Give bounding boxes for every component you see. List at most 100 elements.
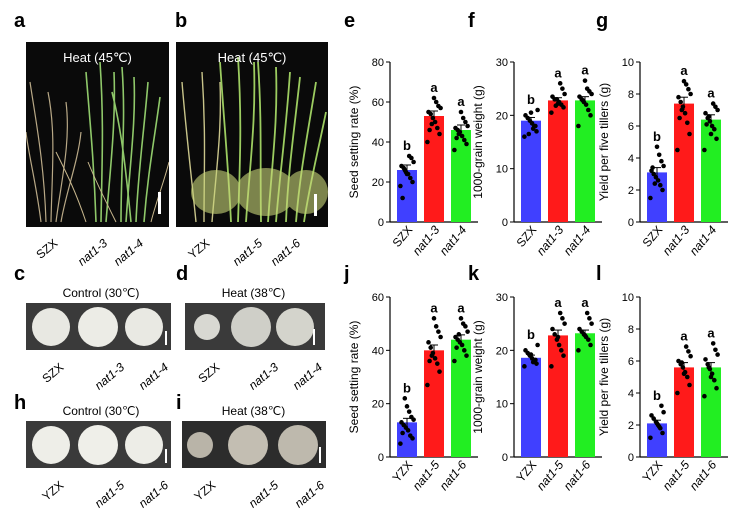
data-point-g-2-10 — [708, 131, 714, 137]
y-tick-label-j-3: 60 — [372, 292, 384, 304]
data-point-g-1-6 — [676, 94, 681, 100]
y-tick-label-e-1: 20 — [372, 177, 384, 189]
data-point-l-1-7 — [688, 353, 693, 359]
y-tick-label-k-2: 20 — [496, 345, 508, 357]
y-tick-label-g-0: 0 — [628, 217, 634, 229]
photo-d-label-2: nat1-3 — [245, 360, 282, 393]
data-point-j-1-6 — [426, 340, 431, 345]
bar-l-2 — [701, 367, 721, 457]
data-point-k-2-8 — [587, 316, 592, 321]
data-point-j-0-0 — [398, 441, 403, 446]
data-point-e-2-6 — [453, 125, 458, 131]
data-point-e-1-11 — [429, 121, 435, 127]
data-point-g-2-9 — [710, 101, 716, 106]
chart-svg-g: Yield per five tillers (g)0246810bSZXana… — [597, 57, 728, 258]
sig-letter-e-2: a — [457, 94, 465, 109]
sig-letter-f-0: b — [527, 92, 535, 107]
data-point-j-0-11 — [402, 396, 408, 401]
data-point-f-0-0 — [522, 134, 527, 139]
data-point-e-2-10 — [458, 109, 464, 115]
photo-a-label-2: nat1-3 — [74, 236, 111, 269]
chart-svg-f: 1000-grain weight (g)0102030bSZXanat1-3a… — [471, 57, 602, 258]
bar-j-1 — [424, 350, 444, 457]
data-point-l-2-6 — [703, 357, 708, 362]
data-point-g-2-2 — [712, 126, 717, 132]
data-point-f-0-6 — [523, 113, 528, 118]
data-point-e-2-1 — [464, 141, 469, 147]
data-point-l-2-2 — [712, 377, 717, 383]
data-point-j-0-9 — [406, 409, 412, 414]
sig-letter-k-2: a — [581, 295, 589, 310]
bar-f-2 — [575, 100, 595, 222]
y-tick-label-j-0: 0 — [378, 452, 384, 464]
data-point-l-0-9 — [656, 424, 662, 429]
data-point-j-1-3 — [432, 356, 438, 361]
y-tick-label-g-1: 2 — [628, 185, 634, 197]
data-point-g-1-7 — [688, 91, 693, 97]
data-point-f-1-7 — [562, 91, 567, 97]
category-label-l-1: nat1-5 — [660, 458, 693, 493]
data-point-j-1-9 — [433, 324, 439, 329]
panel-label-e: e — [344, 10, 356, 32]
y-tick-label-e-2: 40 — [372, 137, 384, 149]
panel-label-h: h — [14, 392, 27, 414]
data-point-l-0-6 — [649, 413, 654, 418]
data-point-l-2-8 — [713, 347, 718, 353]
photo-c-label-2: nat1-3 — [91, 360, 128, 393]
panel-label-k: k — [468, 263, 480, 285]
data-point-g-2-1 — [714, 136, 719, 142]
photo-b-plants: Heat (45℃) — [176, 42, 328, 227]
data-point-f-2-0 — [576, 123, 581, 129]
data-point-g-2-7 — [715, 107, 720, 113]
data-point-g-0-8 — [659, 158, 664, 164]
y-tick-label-e-3: 60 — [372, 97, 384, 109]
photo-c-title: Control (30℃) — [62, 286, 140, 300]
chart-svg-l: Yield per five tillers (g)0246810bYZXana… — [597, 292, 728, 493]
data-point-g-1-1 — [687, 131, 692, 137]
data-point-f-2-1 — [588, 113, 593, 118]
data-point-j-1-10 — [431, 316, 437, 321]
category-label-k-2: nat1-6 — [561, 458, 594, 493]
y-tick-label-g-5: 10 — [622, 57, 634, 69]
data-point-k-1-1 — [561, 353, 566, 358]
y-tick-label-j-1: 20 — [372, 399, 384, 411]
y-tick-label-l-4: 8 — [628, 324, 634, 336]
data-point-f-0-9 — [530, 126, 536, 131]
data-point-j-1-1 — [437, 369, 442, 374]
data-point-k-0-9 — [530, 359, 536, 365]
data-point-j-1-11 — [429, 353, 435, 358]
bar-k-2 — [575, 333, 595, 457]
data-point-k-1-10 — [555, 334, 561, 340]
data-point-k-0-6 — [523, 348, 528, 353]
data-point-e-1-12 — [427, 127, 432, 133]
chart-k: 1000-grain weight (g) 0 10 20 30 b YZX a nat1-5 a… — [464, 275, 602, 500]
y-tick-label-f-2: 20 — [496, 110, 508, 122]
data-point-g-1-3 — [682, 110, 688, 116]
y-axis-label-j: Seed setting rate (%) — [347, 321, 361, 434]
category-label-g-1: nat1-3 — [660, 223, 693, 258]
photo-i-title: Heat (38℃) — [221, 404, 286, 418]
data-point-g-0-12 — [650, 165, 655, 170]
seed-drawing-c — [32, 307, 167, 347]
data-point-f-1-11 — [553, 103, 559, 109]
data-point-e-1-2 — [435, 125, 440, 131]
chart-e: Seed setting rate (%) 0 20 40 60 80 b SZX a nat1-… — [340, 40, 478, 265]
data-point-g-1-10 — [681, 78, 687, 84]
data-point-g-0-11 — [652, 181, 658, 186]
data-point-f-2-9 — [584, 86, 590, 91]
data-point-l-0-10 — [654, 421, 660, 426]
bar-g-1 — [674, 103, 694, 222]
data-point-j-1-7 — [438, 334, 443, 340]
bar-g-2 — [701, 119, 721, 222]
data-point-l-2-1 — [714, 385, 719, 391]
panel-label-c: c — [14, 263, 26, 285]
data-point-j-1-8 — [436, 329, 441, 334]
photo-b-title: Heat (45℃) — [217, 50, 287, 65]
seed-drawing-d — [194, 307, 315, 347]
data-point-f-1-6 — [550, 94, 555, 99]
photo-a-label-1: SZX — [33, 236, 61, 262]
data-point-l-1-10 — [681, 371, 687, 377]
sig-letter-f-1: a — [554, 65, 562, 80]
chart-f: 1000-grain weight (g) 0 10 20 30 b SZX a nat1-3 a… — [464, 40, 602, 265]
y-tick-label-g-3: 6 — [628, 121, 634, 133]
